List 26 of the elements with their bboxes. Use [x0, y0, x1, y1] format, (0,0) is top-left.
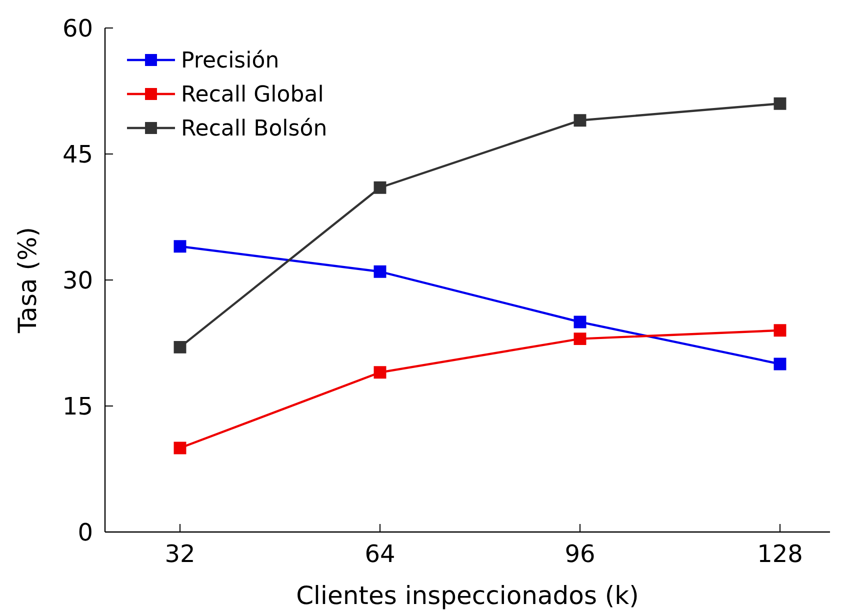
point [574, 316, 586, 328]
legend-label: Recall Global [181, 82, 324, 108]
x-tick-label: 64 [364, 540, 396, 568]
y-tick-label: 15 [62, 392, 93, 420]
x-axis-title: Clientes inspeccionados (k) [296, 581, 639, 610]
x-tick-label: 96 [564, 540, 596, 568]
x-tick-label: 128 [757, 540, 803, 568]
point [774, 97, 786, 110]
legend-label: Precisión [181, 48, 280, 74]
point [774, 324, 786, 337]
y-tick-label: 60 [62, 14, 93, 42]
point [174, 240, 186, 253]
y-tick-label: 45 [62, 140, 93, 168]
point [174, 340, 186, 354]
y-axis-title: Tasa (%) [13, 226, 42, 334]
y-tick-label: 30 [62, 266, 93, 294]
x-tick-label: 32 [164, 540, 196, 568]
point [774, 358, 786, 370]
point [374, 265, 386, 278]
point [574, 114, 586, 127]
point [374, 181, 386, 194]
point [574, 332, 586, 346]
y-tick-label: 0 [78, 518, 93, 546]
point [174, 442, 186, 454]
point [374, 366, 386, 379]
legend-label: Recall Bolsón [181, 116, 328, 142]
